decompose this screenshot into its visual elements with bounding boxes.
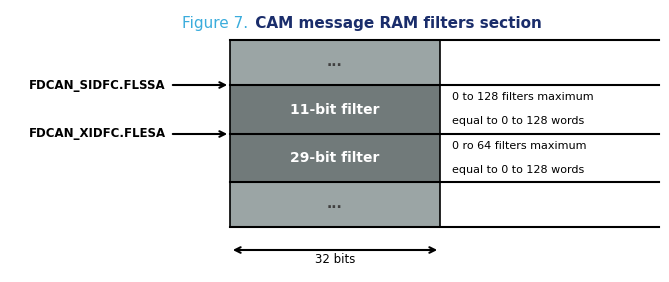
Bar	[230, 182, 440, 227]
Text: Figure 7.: Figure 7.	[182, 16, 248, 31]
Text: FDCAN_XIDFC.FLESA: FDCAN_XIDFC.FLESA	[29, 127, 166, 140]
Bar	[230, 40, 440, 85]
Text: 32 bits: 32 bits	[315, 253, 355, 266]
Bar	[230, 85, 440, 134]
Text: ...: ...	[327, 56, 343, 69]
Text: CAM message RAM filters section: CAM message RAM filters section	[250, 16, 542, 31]
Text: 29-bit filter: 29-bit filter	[290, 151, 380, 165]
Text: 0 ro 64 filters maximum: 0 ro 64 filters maximum	[452, 141, 587, 151]
Text: 11-bit filter: 11-bit filter	[290, 102, 380, 116]
Text: equal to 0 to 128 words: equal to 0 to 128 words	[452, 116, 584, 127]
Text: ...: ...	[327, 197, 343, 212]
Text: FDCAN_SIDFC.FLSSA: FDCAN_SIDFC.FLSSA	[29, 78, 166, 91]
Bar	[230, 134, 440, 182]
Text: 0 to 128 filters maximum: 0 to 128 filters maximum	[452, 92, 593, 102]
Text: equal to 0 to 128 words: equal to 0 to 128 words	[452, 165, 584, 175]
